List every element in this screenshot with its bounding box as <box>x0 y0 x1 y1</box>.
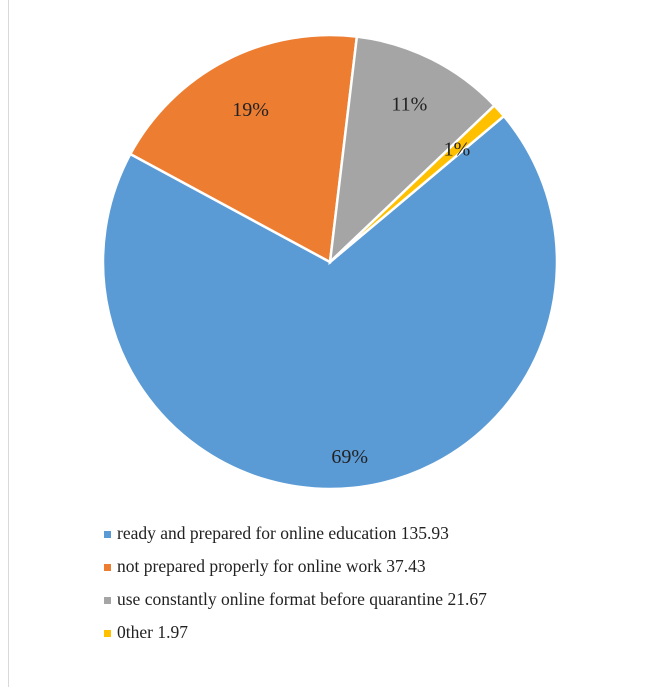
pie-slice-not-prepared <box>128 33 359 264</box>
pie-percent-labels: 69% 19% 11% 1% <box>232 94 470 469</box>
pie-label-other: 1% <box>444 139 471 161</box>
pie-slice-other <box>329 103 506 263</box>
chart-frame-line <box>8 0 9 687</box>
pie-label-ready: 69% <box>331 446 368 468</box>
legend-label-not-prepared: not prepared properly for online work 37… <box>117 556 426 577</box>
legend-label-other: 0ther 1.97 <box>117 622 188 643</box>
legend-swatch-not-prepared <box>104 563 111 571</box>
pie-slices <box>101 33 559 491</box>
legend-label-online-format: use constantly online format before quar… <box>117 589 487 610</box>
legend-label-ready: ready and prepared for online education … <box>117 523 449 544</box>
pie-chart: 69% 19% 11% 1% <box>101 33 559 491</box>
legend-item-online-format: use constantly online format before quar… <box>104 590 487 610</box>
legend-item-not-prepared: not prepared properly for online work 37… <box>104 557 487 577</box>
pie-slice-online-format <box>328 35 497 266</box>
pie-label-online-format: 11% <box>391 94 427 116</box>
legend-item-ready: ready and prepared for online education … <box>104 524 487 544</box>
chart-legend: ready and prepared for online education … <box>104 524 487 656</box>
legend-swatch-other <box>104 629 111 637</box>
pie-slice-ready <box>101 114 559 491</box>
pie-label-not-prepared: 19% <box>232 99 269 121</box>
legend-item-other: 0ther 1.97 <box>104 623 487 643</box>
legend-swatch-online-format <box>104 596 111 604</box>
legend-swatch-ready <box>104 530 111 538</box>
